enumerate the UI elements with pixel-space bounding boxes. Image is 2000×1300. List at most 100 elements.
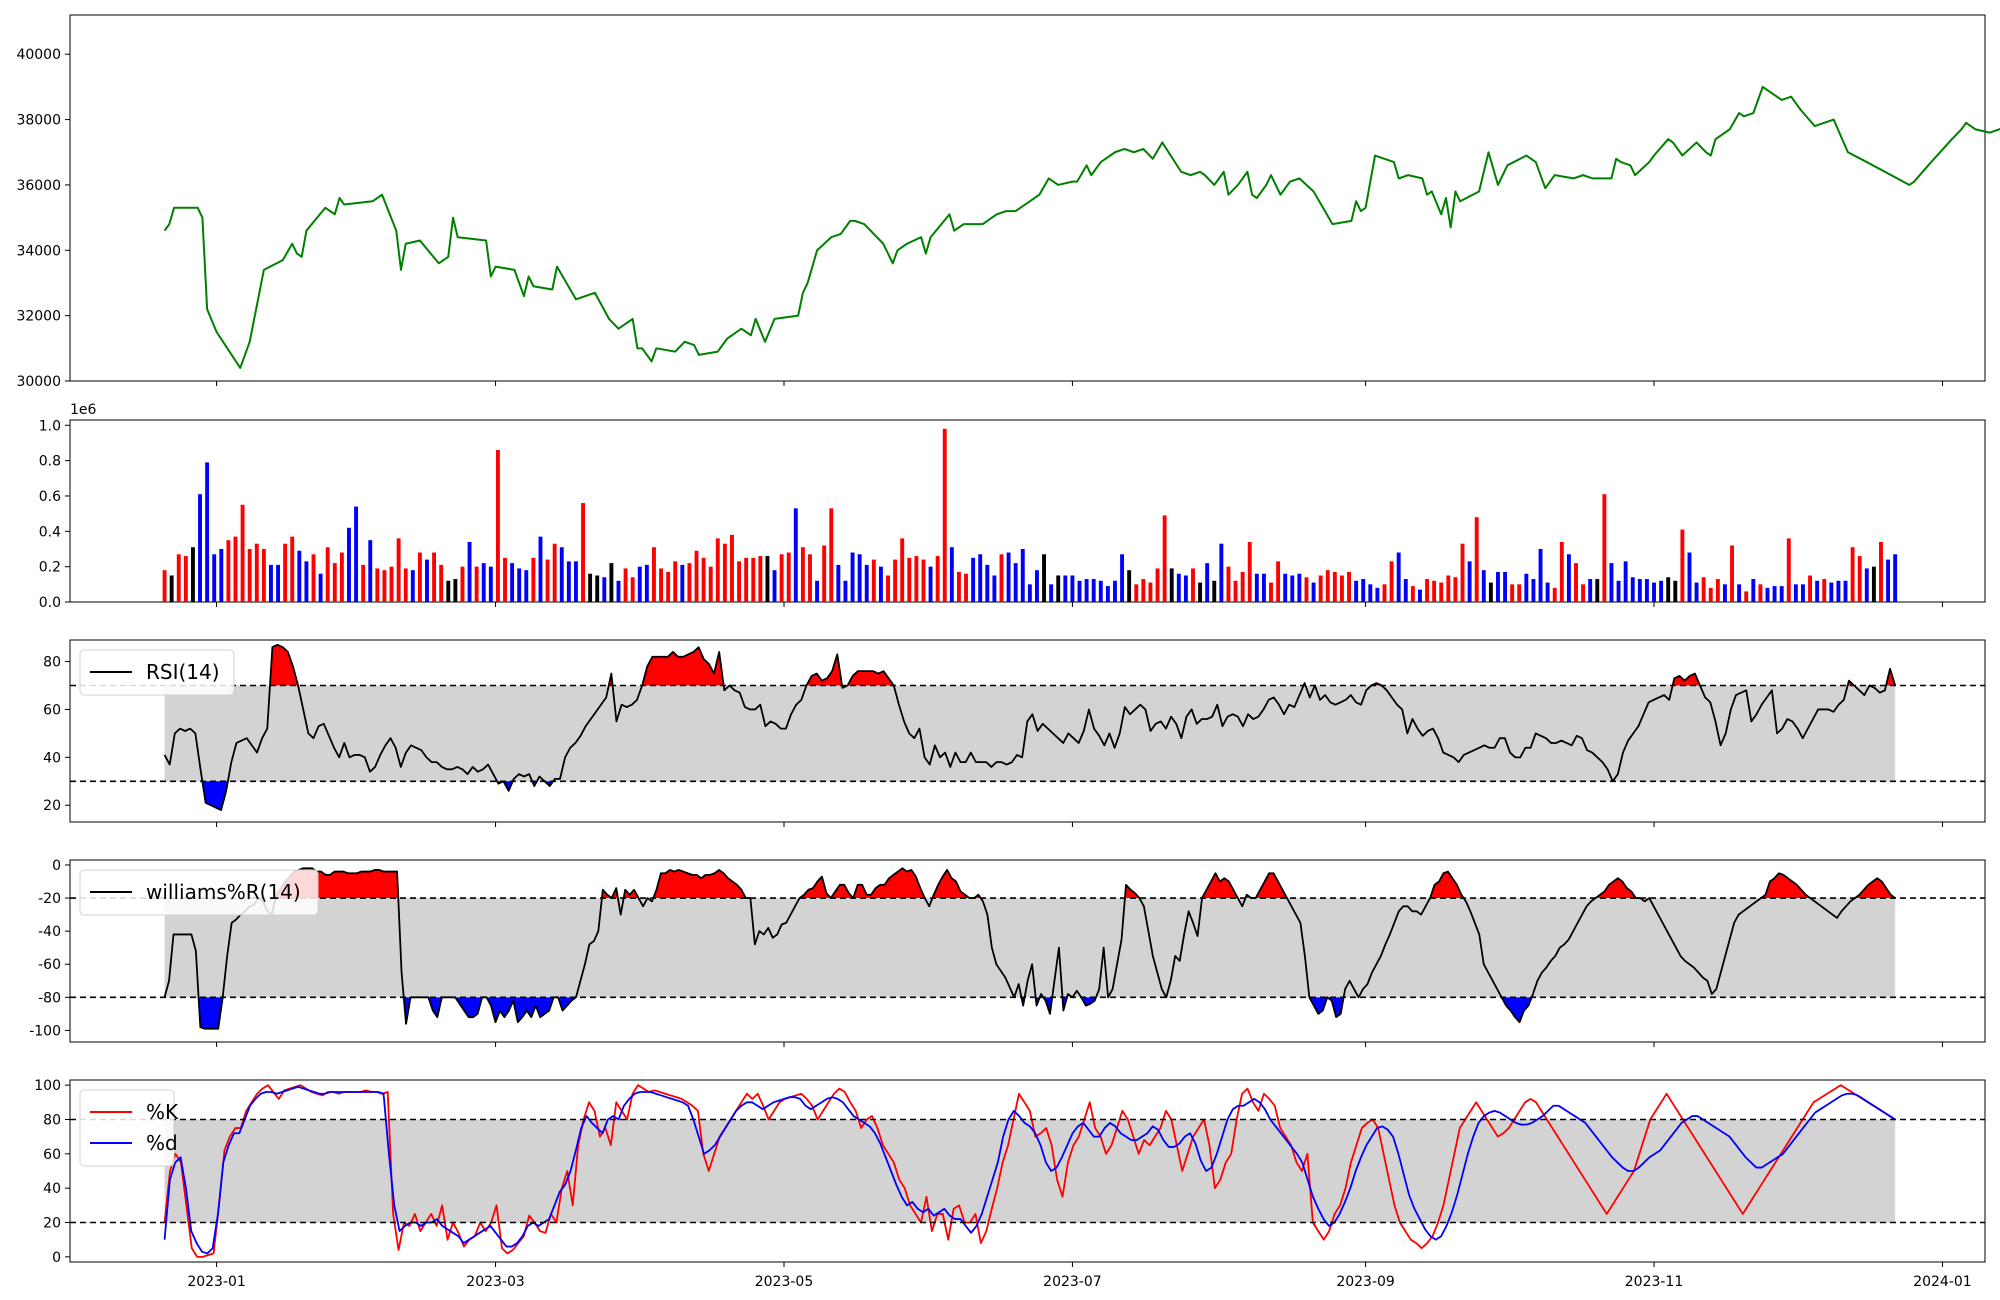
panel-2-legend-box (79, 649, 235, 696)
volume-bar (886, 575, 890, 602)
volume-bar (850, 552, 855, 602)
volume-bar (1722, 584, 1727, 602)
panel-3-legend-label: williams%R(14) (146, 880, 301, 904)
volume-bar (1269, 582, 1273, 602)
volume-bar (978, 554, 983, 602)
volume-bar (1566, 554, 1571, 602)
volume-bar (1063, 575, 1068, 602)
volume-bar (1857, 556, 1862, 602)
volume-bar (1588, 579, 1593, 602)
volume-bar (389, 566, 394, 602)
volume-bar (1843, 580, 1848, 602)
volume-bar (1148, 582, 1153, 602)
volume-bar (815, 580, 820, 602)
volume-bar (779, 554, 784, 602)
volume-bar (1035, 570, 1039, 602)
volume-bar (1304, 577, 1309, 602)
volume-bar (1070, 575, 1075, 602)
volume-bar (1013, 563, 1018, 602)
panel-2-legend-label: RSI(14) (146, 660, 220, 684)
volume-bar (439, 564, 444, 602)
volume-bar (318, 573, 323, 602)
volume-bar (630, 577, 635, 602)
volume-bar (1545, 582, 1550, 602)
volume-bar (1311, 582, 1316, 602)
volume-bar (1212, 580, 1217, 602)
volume-bar (595, 575, 600, 602)
volume-bar (1602, 494, 1607, 602)
volume-bar (808, 554, 812, 602)
volume-bar (971, 557, 976, 602)
volume-bar (1510, 584, 1515, 602)
volume-bar (1006, 552, 1011, 602)
volume-bar (1644, 579, 1649, 602)
volume-bar (1772, 586, 1777, 602)
volume-bar (1481, 570, 1486, 602)
volume-bar (1389, 561, 1394, 602)
volume-bar (1793, 584, 1798, 602)
volume-bar (1162, 515, 1167, 602)
volume-bar (552, 543, 557, 602)
volume-bar (417, 552, 422, 602)
panel-3-ytick-label: -60 (38, 957, 61, 973)
volume-bar (1276, 561, 1281, 602)
volume-bar (474, 566, 479, 602)
volume-bar (793, 508, 798, 602)
panel-3-ytick-label: -20 (38, 891, 61, 907)
volume-bar (588, 573, 593, 602)
volume-bar (900, 538, 905, 602)
volume-bar (1815, 580, 1820, 602)
panel-2-overbought-fill (806, 654, 843, 686)
panel-4-ytick-label: 80 (43, 1112, 61, 1128)
volume-bar (1552, 587, 1557, 602)
panel-3-frame (69, 859, 1986, 1043)
volume-bar (1879, 541, 1883, 602)
volume-bar (722, 543, 727, 602)
volume-bar (1517, 584, 1522, 602)
volume-bar (893, 559, 898, 602)
panel-0-ytick-label: 38000 (16, 113, 61, 129)
volume-bar (304, 561, 309, 602)
volume-bar (446, 580, 451, 602)
volume-bar (758, 556, 763, 602)
volume-bar (786, 552, 791, 602)
volume-bar (1077, 580, 1082, 602)
panel-0-ytick-label: 32000 (16, 309, 61, 325)
volume-bar (1595, 579, 1600, 602)
xtick-label: 2023-05 (755, 1274, 814, 1290)
volume-bar (1474, 517, 1479, 602)
volume-bar (1134, 584, 1139, 602)
volume-bar (1687, 552, 1692, 602)
volume-bar (1630, 577, 1635, 602)
volume-bar (737, 561, 742, 602)
volume-bar (1744, 591, 1749, 602)
volume-bar (999, 554, 1004, 602)
volume-bar (857, 554, 862, 602)
volume-bar (425, 559, 429, 602)
volume-bar (1219, 543, 1224, 602)
volume-bar (297, 550, 302, 602)
volume-bar (1042, 554, 1046, 602)
panel-2-ytick-label: 60 (43, 702, 61, 718)
volume-bar (1574, 563, 1578, 602)
panel-2-frame (69, 639, 1986, 823)
volume-bar (843, 580, 848, 602)
volume-bar (928, 566, 933, 602)
volume-bar (1467, 561, 1472, 602)
volume-bar (276, 564, 280, 602)
volume-bar (368, 540, 373, 602)
volume-bar (1368, 584, 1373, 602)
volume-bar (1751, 579, 1756, 602)
panel-4-ytick-label: 100 (34, 1078, 61, 1094)
volume-bar (942, 428, 947, 602)
xtick-label: 2023-03 (466, 1274, 525, 1290)
volume-bar (1396, 552, 1401, 602)
volume-scale-label: 1e6 (70, 402, 97, 418)
volume-bar (1191, 568, 1195, 602)
volume-bar (644, 564, 649, 602)
volume-bar (233, 536, 238, 602)
volume-bar (183, 556, 188, 602)
volume-bar (573, 561, 578, 602)
volume-bar (694, 550, 699, 602)
volume-bar (1666, 577, 1671, 602)
